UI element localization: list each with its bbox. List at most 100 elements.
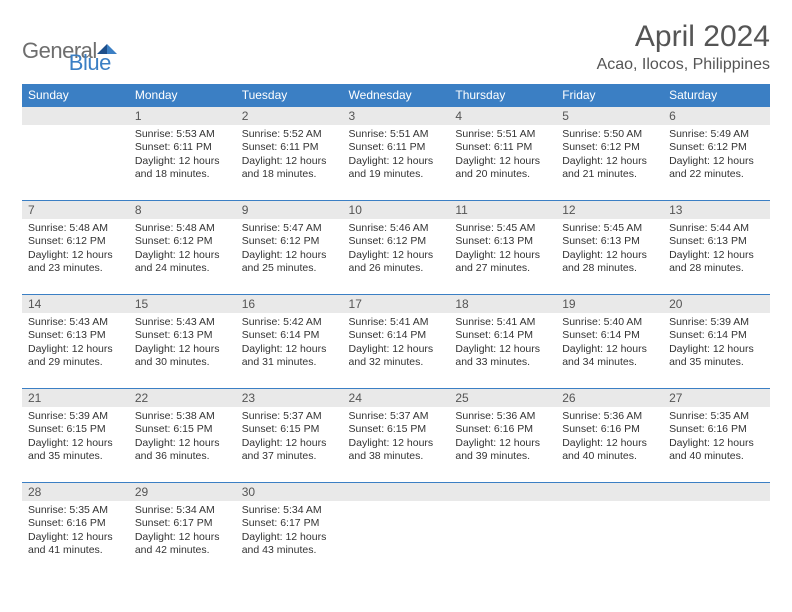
daylight-line: Daylight: 12 hours and 18 minutes. bbox=[242, 155, 337, 182]
cell-inner: 20Sunrise: 5:39 AMSunset: 6:14 PMDayligh… bbox=[663, 294, 770, 388]
cell-inner bbox=[449, 482, 556, 576]
page-subtitle: Acao, Ilocos, Philippines bbox=[597, 56, 770, 74]
day-number: 24 bbox=[343, 388, 450, 407]
sunset-line: Sunset: 6:17 PM bbox=[242, 517, 337, 530]
day-number: 16 bbox=[236, 294, 343, 313]
day-details: Sunrise: 5:48 AMSunset: 6:12 PMDaylight:… bbox=[22, 219, 129, 278]
sunrise-line: Sunrise: 5:43 AM bbox=[135, 316, 230, 329]
daylight-line: Daylight: 12 hours and 25 minutes. bbox=[242, 249, 337, 276]
daylight-line: Daylight: 12 hours and 24 minutes. bbox=[135, 249, 230, 276]
cell-inner: 10Sunrise: 5:46 AMSunset: 6:12 PMDayligh… bbox=[343, 200, 450, 294]
daylight-line: Daylight: 12 hours and 40 minutes. bbox=[669, 437, 764, 464]
cell-inner bbox=[556, 482, 663, 576]
day-details: Sunrise: 5:37 AMSunset: 6:15 PMDaylight:… bbox=[236, 407, 343, 466]
day-number: 5 bbox=[556, 106, 663, 125]
cell-inner: 15 Sunrise: 5:43 AMSunset: 6:13 PMDayligh… bbox=[129, 294, 236, 388]
day-details: Sunrise: 5:49 AMSunset: 6:12 PMDaylight:… bbox=[663, 125, 770, 184]
sunset-line: Sunset: 6:16 PM bbox=[28, 517, 123, 530]
day-number: 19 bbox=[556, 294, 663, 313]
day-details: Sunrise: 5:40 AMSunset: 6:14 PMDaylight:… bbox=[556, 313, 663, 372]
daylight-line: Daylight: 12 hours and 30 minutes. bbox=[135, 343, 230, 370]
daylight-line: Daylight: 12 hours and 36 minutes. bbox=[135, 437, 230, 464]
sunset-line: Sunset: 6:13 PM bbox=[562, 235, 657, 248]
sunrise-line: Sunrise: 5:34 AM bbox=[242, 504, 337, 517]
sunrise-line: Sunrise: 5:45 AM bbox=[455, 222, 550, 235]
sunset-line: Sunset: 6:12 PM bbox=[349, 235, 444, 248]
day-number: 18 bbox=[449, 294, 556, 313]
calendar-cell: 10Sunrise: 5:46 AMSunset: 6:12 PMDayligh… bbox=[343, 200, 450, 294]
calendar-week: 28Sunrise: 5:35 AMSunset: 6:16 PMDayligh… bbox=[22, 482, 770, 576]
day-header-friday: Friday bbox=[556, 84, 663, 106]
sunrise-line: Sunrise: 5:39 AM bbox=[669, 316, 764, 329]
sunset-line: Sunset: 6:11 PM bbox=[349, 141, 444, 154]
sunrise-line: Sunrise: 5:43 AM bbox=[28, 316, 123, 329]
day-number: 25 bbox=[449, 388, 556, 407]
sunrise-line: Sunrise: 5:38 AM bbox=[135, 410, 230, 423]
daylight-line: Daylight: 12 hours and 21 minutes. bbox=[562, 155, 657, 182]
day-number: 20 bbox=[663, 294, 770, 313]
day-number: 30 bbox=[236, 482, 343, 501]
day-details: Sunrise: 5:41 AMSunset: 6:14 PMDaylight:… bbox=[343, 313, 450, 372]
sunset-line: Sunset: 6:15 PM bbox=[135, 423, 230, 436]
sunrise-line: Sunrise: 5:46 AM bbox=[349, 222, 444, 235]
cell-inner: 13Sunrise: 5:44 AMSunset: 6:13 PMDayligh… bbox=[663, 200, 770, 294]
sunset-line: Sunset: 6:16 PM bbox=[455, 423, 550, 436]
logo-text-blue: Blue bbox=[69, 50, 111, 76]
day-details: Sunrise: 5:36 AMSunset: 6:16 PMDaylight:… bbox=[556, 407, 663, 466]
sunrise-line: Sunrise: 5:41 AM bbox=[455, 316, 550, 329]
cell-inner bbox=[663, 482, 770, 576]
day-details: Sunrise: 5:34 AMSunset: 6:17 PMDaylight:… bbox=[129, 501, 236, 560]
sunset-line: Sunset: 6:13 PM bbox=[135, 329, 230, 342]
daylight-line: Daylight: 12 hours and 28 minutes. bbox=[669, 249, 764, 276]
calendar-cell: 13Sunrise: 5:44 AMSunset: 6:13 PMDayligh… bbox=[663, 200, 770, 294]
sunrise-line: Sunrise: 5:51 AM bbox=[349, 128, 444, 141]
sunset-line: Sunset: 6:13 PM bbox=[455, 235, 550, 248]
day-number: 3 bbox=[343, 106, 450, 125]
daylight-line: Daylight: 12 hours and 43 minutes. bbox=[242, 531, 337, 558]
cell-inner: 5Sunrise: 5:50 AMSunset: 6:12 PMDaylight… bbox=[556, 106, 663, 200]
sunrise-line: Sunrise: 5:34 AM bbox=[135, 504, 230, 517]
day-number: 22 bbox=[129, 388, 236, 407]
calendar-week: 14Sunrise: 5:43 AMSunset: 6:13 PMDayligh… bbox=[22, 294, 770, 388]
day-number: 10 bbox=[343, 200, 450, 219]
daylight-line: Daylight: 12 hours and 35 minutes. bbox=[669, 343, 764, 370]
sunrise-line: Sunrise: 5:52 AM bbox=[242, 128, 337, 141]
sunset-line: Sunset: 6:14 PM bbox=[349, 329, 444, 342]
calendar-cell bbox=[449, 482, 556, 576]
calendar-cell: 24Sunrise: 5:37 AMSunset: 6:15 PMDayligh… bbox=[343, 388, 450, 482]
cell-inner: 6Sunrise: 5:49 AMSunset: 6:12 PMDaylight… bbox=[663, 106, 770, 200]
calendar-cell bbox=[343, 482, 450, 576]
sunrise-line: Sunrise: 5:36 AM bbox=[562, 410, 657, 423]
sunset-line: Sunset: 6:14 PM bbox=[562, 329, 657, 342]
cell-inner: 28Sunrise: 5:35 AMSunset: 6:16 PMDayligh… bbox=[22, 482, 129, 576]
calendar-cell: 11Sunrise: 5:45 AMSunset: 6:13 PMDayligh… bbox=[449, 200, 556, 294]
day-details: Sunrise: 5:50 AMSunset: 6:12 PMDaylight:… bbox=[556, 125, 663, 184]
cell-inner: 30Sunrise: 5:34 AMSunset: 6:17 PMDayligh… bbox=[236, 482, 343, 576]
calendar-cell bbox=[556, 482, 663, 576]
daylight-line: Daylight: 12 hours and 34 minutes. bbox=[562, 343, 657, 370]
calendar-cell: 27Sunrise: 5:35 AMSunset: 6:16 PMDayligh… bbox=[663, 388, 770, 482]
day-details: Sunrise: 5:46 AMSunset: 6:12 PMDaylight:… bbox=[343, 219, 450, 278]
day-number: 29 bbox=[129, 482, 236, 501]
day-number: 6 bbox=[663, 106, 770, 125]
calendar-cell: 14Sunrise: 5:43 AMSunset: 6:13 PMDayligh… bbox=[22, 294, 129, 388]
sunset-line: Sunset: 6:12 PM bbox=[135, 235, 230, 248]
daylight-line: Daylight: 12 hours and 39 minutes. bbox=[455, 437, 550, 464]
calendar-cell: 16Sunrise: 5:42 AMSunset: 6:14 PMDayligh… bbox=[236, 294, 343, 388]
day-number: 21 bbox=[22, 388, 129, 407]
day-header-monday: Monday bbox=[129, 84, 236, 106]
calendar-cell: 19Sunrise: 5:40 AMSunset: 6:14 PMDayligh… bbox=[556, 294, 663, 388]
sunrise-line: Sunrise: 5:50 AM bbox=[562, 128, 657, 141]
calendar-cell: 4Sunrise: 5:51 AMSunset: 6:11 PMDaylight… bbox=[449, 106, 556, 200]
sunrise-line: Sunrise: 5:48 AM bbox=[135, 222, 230, 235]
calendar-cell: 30Sunrise: 5:34 AMSunset: 6:17 PMDayligh… bbox=[236, 482, 343, 576]
sunset-line: Sunset: 6:11 PM bbox=[242, 141, 337, 154]
day-details: Sunrise: 5:39 AMSunset: 6:14 PMDaylight:… bbox=[663, 313, 770, 372]
day-number: 15 bbox=[129, 294, 236, 313]
day-details: Sunrise: 5:51 AMSunset: 6:11 PMDaylight:… bbox=[449, 125, 556, 184]
calendar-cell: 18Sunrise: 5:41 AMSunset: 6:14 PMDayligh… bbox=[449, 294, 556, 388]
day-details: Sunrise: 5:34 AMSunset: 6:17 PMDaylight:… bbox=[236, 501, 343, 560]
day-details: Sunrise: 5:43 AMSunset: 6:13 PMDaylight:… bbox=[22, 313, 129, 372]
calendar-week: 7Sunrise: 5:48 AMSunset: 6:12 PMDaylight… bbox=[22, 200, 770, 294]
cell-inner: 21Sunrise: 5:39 AMSunset: 6:15 PMDayligh… bbox=[22, 388, 129, 482]
